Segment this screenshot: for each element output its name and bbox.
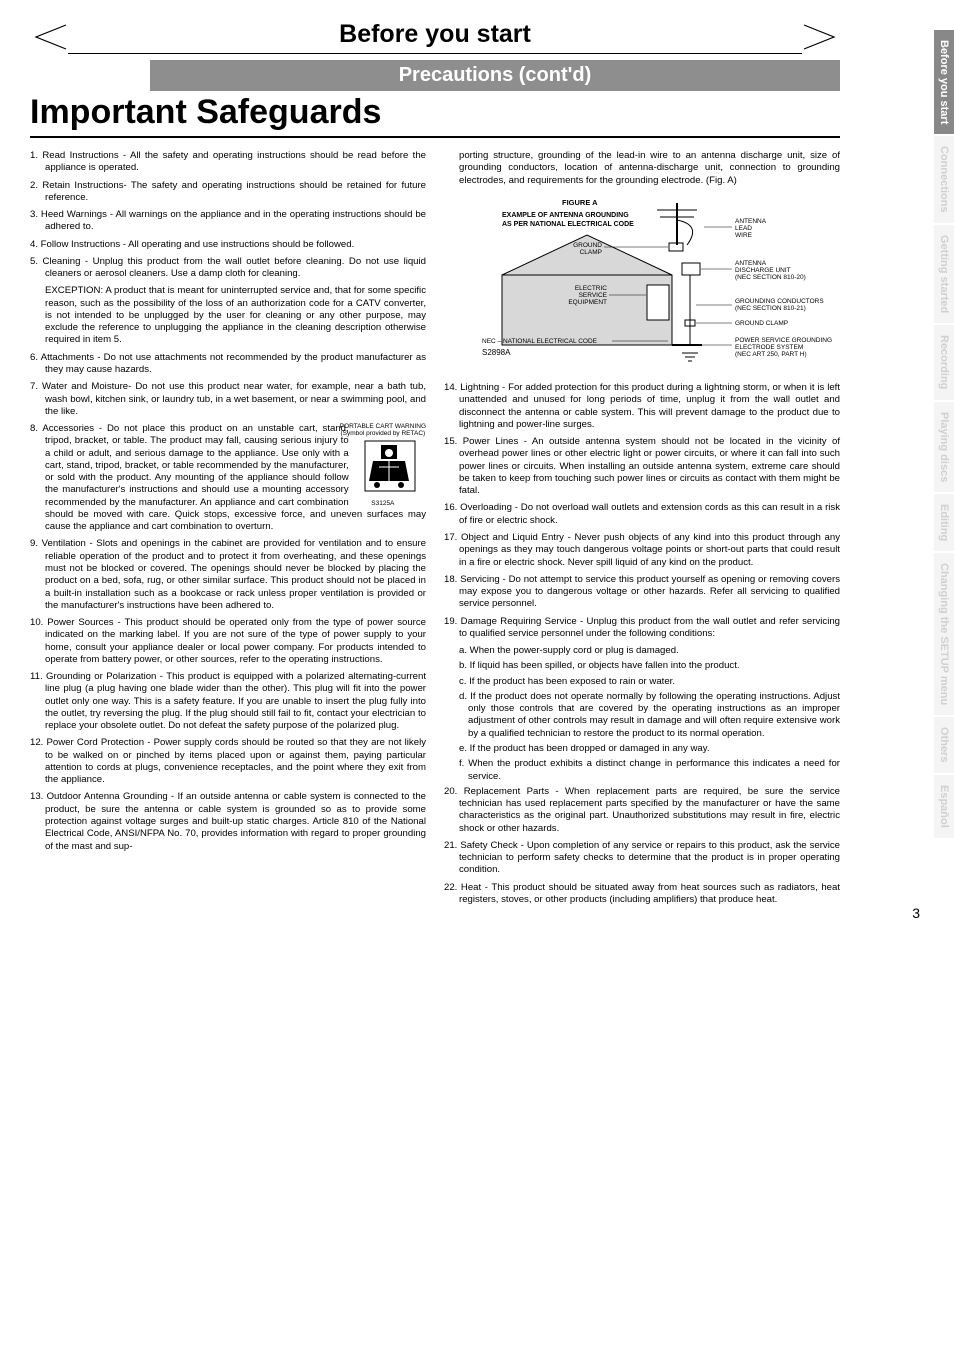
left-column: 1. Read Instructions - All the safety an… [30, 150, 426, 911]
list-item: 2. Retain Instructions- The safety and o… [30, 180, 426, 205]
list-item: 1. Read Instructions - All the safety an… [30, 150, 426, 175]
chevron-right-icon [802, 23, 840, 51]
tab-before-you-start[interactable]: Before you start [934, 30, 954, 134]
svg-text:EQUIPMENT: EQUIPMENT [568, 299, 607, 306]
section-header: Before you start [30, 20, 840, 54]
list-item: 20. Replacement Parts - When replacement… [444, 786, 840, 835]
list-item: 5. Cleaning - Unplug this product from t… [30, 256, 426, 281]
svg-text:(NEC ART 250, PART H): (NEC ART 250, PART H) [735, 351, 807, 358]
svg-text:NEC – NATIONAL ELECTRICAL CODE: NEC – NATIONAL ELECTRICAL CODE [482, 338, 598, 345]
tab-connections[interactable]: Connections [934, 136, 954, 223]
svg-text:ELECTRODE SYSTEM: ELECTRODE SYSTEM [735, 344, 803, 351]
list-item: 21. Safety Check - Upon completion of an… [444, 840, 840, 877]
list-item: 17. Object and Liquid Entry - Never push… [444, 532, 840, 569]
cart-warning-figure: PORTABLE CART WARNING (Symbol provided b… [355, 423, 426, 507]
chevron-left-icon [30, 23, 68, 51]
list-item: 4. Follow Instructions - All operating a… [30, 239, 426, 251]
cart-warning-code: S3125A [355, 500, 426, 507]
page-title: Important Safeguards [30, 93, 840, 138]
side-nav-tabs: Before you start Connections Getting sta… [934, 30, 954, 840]
body-columns: 1. Read Instructions - All the safety an… [30, 150, 840, 911]
page-number: 3 [912, 905, 920, 921]
svg-text:ANTENNA: ANTENNA [735, 260, 767, 267]
tab-getting-started[interactable]: Getting started [934, 225, 954, 323]
svg-text:GROUND CLAMP: GROUND CLAMP [735, 320, 788, 327]
cart-warning-sublabel: (Symbol provided by RETAC) [355, 430, 426, 437]
list-item: 6. Attachments - Do not use attachments … [30, 352, 426, 377]
list-item: 10. Power Sources - This product should … [30, 617, 426, 666]
list-item: 15. Power Lines - An outside antenna sys… [444, 436, 840, 497]
svg-text:DISCHARGE UNIT: DISCHARGE UNIT [735, 267, 791, 274]
tab-recording[interactable]: Recording [934, 325, 954, 399]
tab-others[interactable]: Others [934, 717, 954, 772]
list-item: PORTABLE CART WARNING (Symbol provided b… [30, 423, 426, 533]
list-subitem: e. If the product has been dropped or da… [444, 743, 840, 755]
svg-text:WIRE: WIRE [735, 232, 753, 239]
list-item: 19. Damage Requiring Service - Unplug th… [444, 616, 840, 641]
list-subitem: c. If the product has been exposed to ra… [444, 676, 840, 688]
svg-text:GROUND: GROUND [573, 242, 602, 249]
figure-a-diagram: FIGURE A EXAMPLE OF ANTENNA GROUNDING AS… [472, 195, 832, 370]
right-column: porting structure, grounding of the lead… [444, 150, 840, 911]
list-item: 9. Ventilation - Slots and openings in t… [30, 538, 426, 612]
svg-text:(NEC SECTION 810-20): (NEC SECTION 810-20) [735, 274, 806, 281]
tab-setup-menu[interactable]: Changing the SETUP menu [934, 553, 954, 715]
svg-text:S2898A: S2898A [482, 348, 511, 357]
list-subitem: f. When the product exhibits a distinct … [444, 758, 840, 783]
list-item: 3. Heed Warnings - All warnings on the a… [30, 209, 426, 234]
list-item: 11. Grounding or Polarization - This pro… [30, 671, 426, 732]
svg-text:ELECTRIC: ELECTRIC [575, 285, 607, 292]
list-item: 14. Lightning - For added protection for… [444, 382, 840, 431]
list-item: 12. Power Cord Protection - Power supply… [30, 737, 426, 786]
svg-text:GROUNDING CONDUCTORS: GROUNDING CONDUCTORS [735, 298, 824, 305]
svg-text:AS PER NATIONAL ELECTRICAL COD: AS PER NATIONAL ELECTRICAL CODE [502, 221, 634, 228]
page-content: Before you start Precautions (cont'd) Im… [0, 0, 870, 931]
list-subitem: a. When the power-supply cord or plug is… [444, 645, 840, 657]
list-item: 18. Servicing - Do not attempt to servic… [444, 574, 840, 611]
subsection-title: Precautions (cont'd) [150, 60, 840, 91]
svg-text:FIGURE A: FIGURE A [562, 198, 598, 207]
svg-text:SERVICE: SERVICE [579, 292, 608, 299]
continuation-text: porting structure, grounding of the lead… [444, 150, 840, 187]
svg-text:ANTENNA: ANTENNA [735, 218, 767, 225]
list-subitem: b. If liquid has been spilled, or object… [444, 660, 840, 672]
list-item: 16. Overloading - Do not overload wall o… [444, 502, 840, 527]
list-item: 7. Water and Moisture- Do not use this p… [30, 381, 426, 418]
svg-text:LEAD: LEAD [735, 225, 752, 232]
section-title: Before you start [68, 20, 802, 54]
list-item-inset: EXCEPTION: A product that is meant for u… [30, 285, 426, 346]
svg-text:CLAMP: CLAMP [580, 249, 602, 256]
list-item: 13. Outdoor Antenna Grounding - If an ou… [30, 791, 426, 852]
list-subitem: d. If the product does not operate norma… [444, 691, 840, 740]
svg-text:EXAMPLE OF ANTENNA GROUNDING: EXAMPLE OF ANTENNA GROUNDING [502, 212, 629, 219]
tab-espanol[interactable]: Español [934, 775, 954, 838]
antenna-grounding-figure: FIGURE A EXAMPLE OF ANTENNA GROUNDING AS… [464, 195, 840, 374]
tab-editing[interactable]: Editing [934, 494, 954, 551]
tab-playing-discs[interactable]: Playing discs [934, 402, 954, 492]
cart-warning-label: PORTABLE CART WARNING [355, 423, 426, 430]
svg-text:POWER SERVICE GROUNDING: POWER SERVICE GROUNDING [735, 337, 832, 344]
svg-text:(NEC SECTION 810-21): (NEC SECTION 810-21) [735, 305, 806, 312]
cart-icon [359, 437, 421, 495]
list-item: 22. Heat - This product should be situat… [444, 882, 840, 907]
